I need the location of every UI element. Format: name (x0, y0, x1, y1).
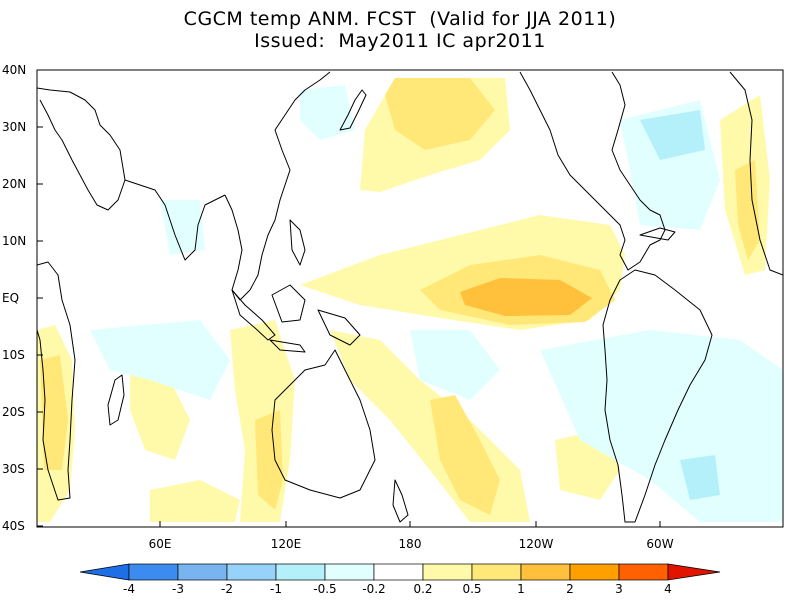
chart-subtitle: Issued: May2011 IC apr2011 (254, 30, 546, 52)
coastline-europe-africa-east (729, 71, 783, 276)
colorbar-swatch (324, 563, 375, 581)
colorbar-swatch (520, 563, 571, 581)
colorbar (79, 563, 721, 581)
colorbar-label: -0.5 (313, 582, 337, 596)
lon-label-60e: 60E (148, 537, 172, 551)
anomaly-warm-north-pacific-core (385, 78, 495, 150)
coastline-japan (339, 89, 367, 131)
colorbar-swatch (618, 563, 669, 581)
coastline-africa (37, 261, 76, 501)
coastline-java (269, 339, 306, 353)
anomaly-cool-north-pacific-east-core (640, 110, 705, 160)
coastline-madagascar (107, 374, 125, 426)
anomaly-warm-south-indian-ocean (130, 370, 190, 460)
anomaly-warm-southeast-pacific-core (735, 160, 760, 260)
coastline-south-america (602, 269, 713, 523)
colorbar-swatch (667, 563, 721, 581)
colorbar-swatch (177, 563, 228, 581)
colorbar-swatch (471, 563, 522, 581)
lat-label-eq: EQ (2, 291, 20, 305)
anomaly-field (37, 78, 783, 522)
colorbar-label: 4 (664, 582, 672, 596)
anomaly-cool-arabian-sea (160, 200, 205, 255)
colorbar-swatch (128, 563, 179, 581)
coastline-new-zealand (392, 479, 409, 523)
colorbar-label: 2 (566, 582, 574, 596)
coastline-india (124, 179, 226, 261)
anomaly-cool-south-pacific-east-core (680, 455, 720, 500)
colorbar-label: -3 (172, 582, 184, 596)
coastline-new-guinea (317, 309, 361, 346)
coastline-sumatra (231, 289, 276, 341)
lon-label-180: 180 (398, 537, 422, 551)
coastline-southeast-asia (224, 71, 331, 301)
colorbar-label: -0.2 (362, 582, 386, 596)
colorbar-label: -2 (221, 582, 233, 596)
coastline-philippines (289, 219, 306, 266)
lat-label-30n: 30N (2, 120, 27, 134)
colorbar-swatch (569, 563, 620, 581)
colorbar-swatch (422, 563, 473, 581)
lon-label-120e: 120E (270, 537, 302, 551)
anomaly-cool-northwest-pacific (300, 85, 355, 140)
colorbar-label: 0.2 (413, 582, 433, 596)
axis-ticks (37, 69, 661, 527)
coastline-caribbean (639, 227, 676, 241)
colorbar-label: 0.5 (462, 582, 482, 596)
anomaly-cool-tropical-pacific-west (410, 330, 500, 400)
lat-label-40s: 40S (2, 519, 25, 533)
chart-title: CGCM temp ANM. FCST (Valid for JJA 2011) (183, 8, 617, 30)
anomaly-warm-south-pacific-core (430, 395, 500, 515)
colorbar-swatch (226, 563, 277, 581)
colorbar-swatch (79, 563, 130, 581)
anomaly-warm-south-pacific-subtropics (150, 480, 240, 522)
colorbar-label: -1 (270, 582, 282, 596)
lat-label-10s: 10S (2, 348, 25, 362)
anomaly-warm-equatorial-pacific-core (460, 278, 592, 316)
colorbar-label: 1 (517, 582, 525, 596)
coastlines (37, 71, 783, 523)
anomaly-cool-south-pacific-east (540, 330, 783, 522)
colorbar-swatch (275, 563, 326, 581)
coastline-australia (271, 349, 376, 499)
anomaly-cool-indian-ocean (90, 320, 230, 400)
coastline-borneo (271, 284, 306, 323)
lat-label-40n: 40N (2, 63, 27, 77)
lat-label-10n: 10N (2, 234, 27, 248)
lat-label-30s: 30S (2, 462, 25, 476)
colorbar-label: -4 (123, 582, 135, 596)
lat-label-20s: 20S (2, 405, 25, 419)
lat-label-20n: 20N (2, 177, 27, 191)
coastline-north-america (519, 71, 666, 271)
lon-label-60w: 60W (646, 537, 674, 551)
anomaly-warm-indian-ocean-west-core (40, 355, 68, 470)
colorbar-label: 3 (615, 582, 623, 596)
anomaly-warm-southeast-indian-ocean-core (255, 410, 283, 510)
lon-label-120w: 120W (518, 537, 554, 551)
colorbar-swatch (373, 563, 424, 581)
coastline-arabia-east-africa (37, 87, 126, 211)
